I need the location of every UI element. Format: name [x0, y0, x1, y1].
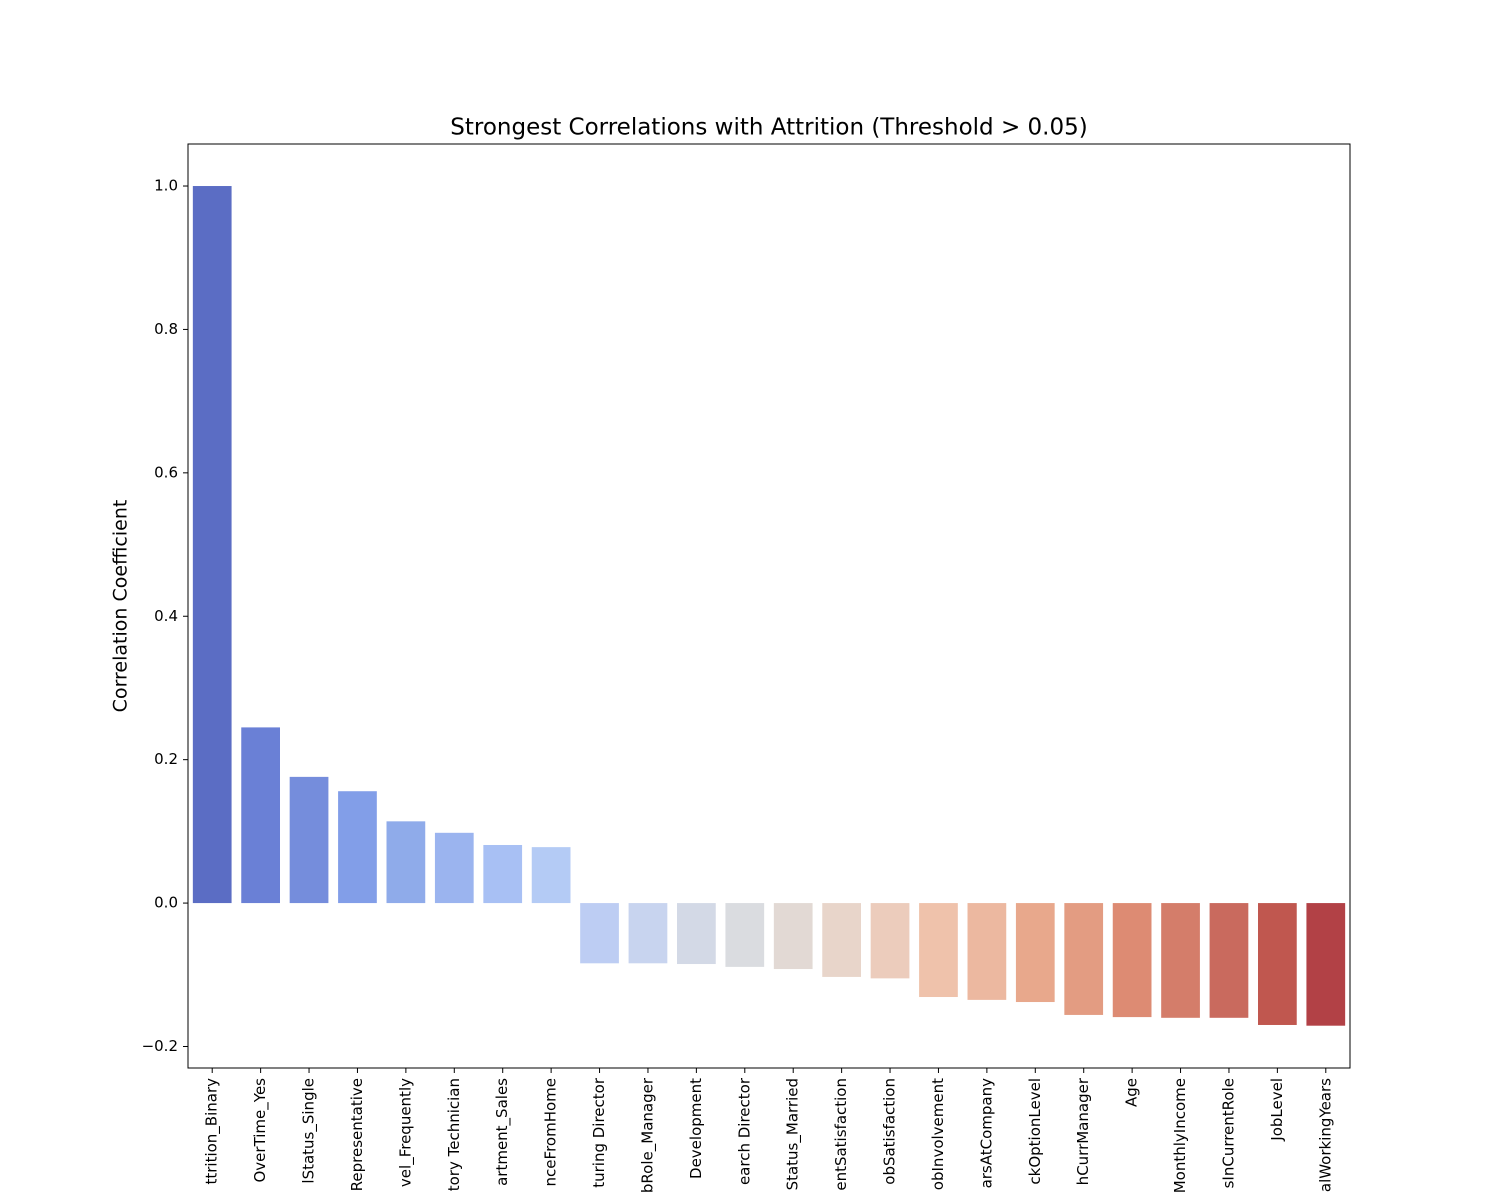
bar — [1015, 903, 1055, 1003]
x-tick-label: artment_Sales — [493, 1078, 512, 1186]
x-tick-label: bRole_Manager — [638, 1077, 657, 1193]
x-tick-label: Representative — [348, 1078, 366, 1191]
y-tick-label: 0.0 — [154, 894, 178, 912]
bar — [434, 832, 474, 904]
x-tick-label: arsAtCompany — [977, 1078, 995, 1189]
bar — [822, 903, 861, 977]
bar — [192, 186, 232, 904]
bar — [725, 903, 765, 967]
bar — [483, 844, 523, 904]
x-tick-label: turing Director — [590, 1077, 608, 1188]
y-tick-label: 0.8 — [154, 320, 178, 338]
y-tick-label: −0.2 — [142, 1037, 178, 1055]
bar — [1306, 903, 1346, 1026]
x-tick-label: Status_Married — [784, 1078, 803, 1190]
x-tick-label: OverTime_Yes — [251, 1078, 270, 1183]
bar — [289, 776, 329, 904]
x-tick-label: MonthlyIncome — [1171, 1078, 1189, 1193]
bar — [967, 903, 1007, 1000]
y-tick-label: 0.6 — [154, 463, 178, 481]
x-tick-label: earch Director — [735, 1077, 753, 1185]
x-tick-label: nceFromHome — [542, 1078, 560, 1186]
bar — [870, 903, 910, 979]
bar — [773, 903, 813, 970]
bar — [919, 903, 958, 998]
bar — [386, 821, 426, 904]
x-tick-label: JobLevel — [1268, 1078, 1286, 1142]
bar — [338, 791, 377, 904]
bar — [628, 903, 668, 964]
bar — [580, 903, 619, 964]
bar — [677, 903, 716, 965]
bar — [1161, 903, 1200, 1018]
x-tick-label: alWorkingYears — [1316, 1078, 1334, 1192]
chart-title: Strongest Correlations with Attrition (T… — [450, 115, 1088, 141]
y-tick-label: 0.4 — [154, 607, 178, 625]
x-tick-label: vel_Frequently — [396, 1078, 415, 1187]
x-tick-label: entSatisfaction — [832, 1078, 850, 1191]
bar — [531, 847, 571, 904]
plot-frame — [187, 143, 1351, 1069]
bar — [1064, 903, 1104, 1015]
x-tick-label: tory Technician — [445, 1078, 463, 1191]
x-tick-label: obSatisfaction — [881, 1078, 899, 1185]
x-tick-label: obInvolvement — [929, 1078, 947, 1190]
x-tick-label: hCurrManager — [1074, 1077, 1092, 1185]
x-tick-label: Age — [1123, 1078, 1141, 1107]
y-axis-label: Correlation Coefficient — [110, 500, 132, 713]
y-tick-label: 0.2 — [154, 750, 178, 768]
bar — [241, 727, 280, 904]
x-tick-label: sInCurrentRole — [1219, 1078, 1237, 1188]
x-tick-label: lStatus_Single — [300, 1078, 319, 1184]
bar — [1112, 903, 1152, 1018]
bar — [1209, 903, 1249, 1018]
x-tick-label: Development — [687, 1078, 705, 1179]
x-tick-label: ckOptionLevel — [1026, 1078, 1044, 1185]
bar — [1258, 903, 1297, 1025]
x-tick-label: ttrition_Binary — [203, 1078, 222, 1185]
y-tick-label: 1.0 — [154, 177, 178, 195]
